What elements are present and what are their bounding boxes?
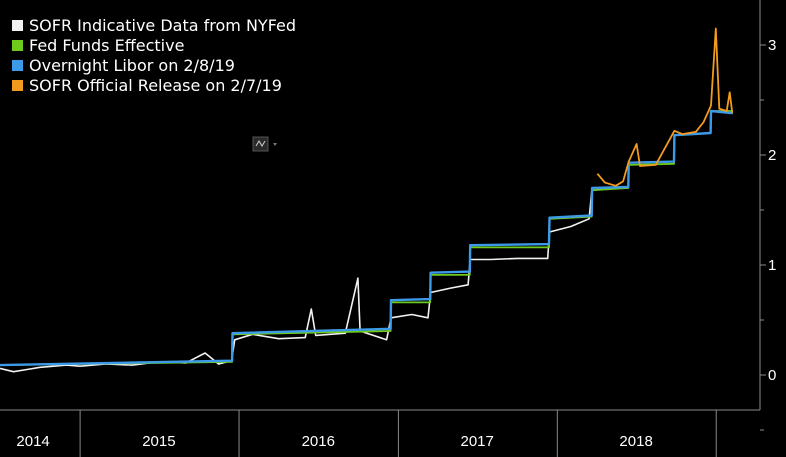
legend-background <box>4 13 310 109</box>
x-tick-label: 2015 <box>142 433 175 450</box>
legend-label: Fed Funds Effective <box>29 36 184 55</box>
mini-line-icon <box>255 140 266 147</box>
legend-label: SOFR Official Release on 2/7/19 <box>29 76 282 95</box>
legend-swatch <box>12 40 23 51</box>
y-tick-label: 0 <box>768 367 776 384</box>
y-tick-label: 3 <box>768 37 776 54</box>
x-tick-label: 2016 <box>302 433 335 450</box>
x-tick-label: 2018 <box>619 433 652 450</box>
series-line <box>0 109 733 367</box>
series-line <box>596 27 734 187</box>
chart-type-control[interactable] <box>252 136 277 152</box>
y-tick-label: 1 <box>768 257 776 274</box>
y-tick-label: 2 <box>768 147 776 164</box>
legend-label: SOFR Indicative Data from NYFed <box>29 16 296 35</box>
x-tick-label: 2014 <box>16 433 49 450</box>
chevron-down-icon[interactable] <box>273 143 277 146</box>
legend-swatch <box>12 60 23 71</box>
series-line <box>0 187 593 373</box>
x-tick-label: 2017 <box>461 433 494 450</box>
legend-label: Overnight Libor on 2/8/19 <box>29 56 235 75</box>
legend-swatch <box>12 20 23 31</box>
legend-swatch <box>12 80 23 91</box>
